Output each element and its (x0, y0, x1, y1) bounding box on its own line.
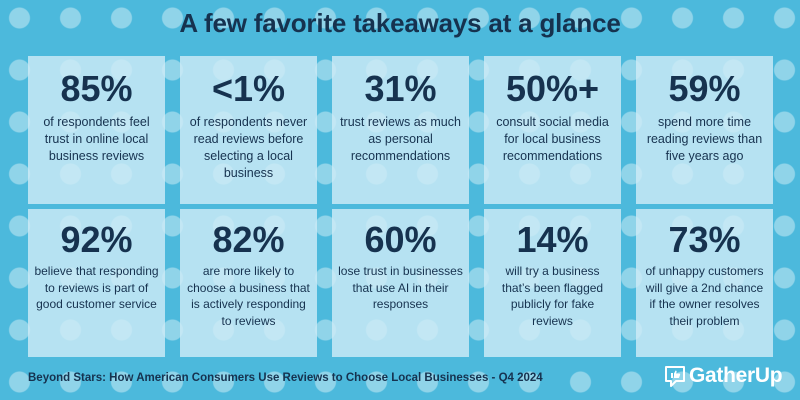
logo-text: GatherUp (689, 364, 783, 387)
stat-value: 82% (212, 219, 285, 260)
stat-description: trust reviews as much as personal recomm… (340, 115, 461, 163)
stat-value: 31% (364, 68, 437, 109)
stat-description: are more likely to choose a business tha… (187, 264, 310, 328)
stat-value: 85% (60, 68, 133, 109)
stat-description: spend more time reading reviews than fiv… (646, 115, 763, 163)
stat-card: 73% of unhappy customers will give a 2nd… (636, 209, 773, 357)
stat-card: 50%+ consult social media for local busi… (484, 56, 621, 204)
stat-description: lose trust in businesses that use AI in … (338, 264, 463, 311)
stat-description: consult social media for local business … (496, 115, 609, 163)
stat-card: 92% believe that responding to reviews i… (28, 209, 165, 357)
stat-card: 60% lose trust in businesses that use AI… (332, 209, 469, 357)
stat-card: <1% of respondents never read reviews be… (180, 56, 317, 204)
stat-value: 50%+ (505, 68, 600, 109)
stat-card: 14% will try a business that’s been flag… (484, 209, 621, 357)
stat-description: believe that responding to reviews is pa… (34, 264, 159, 311)
stat-value: 14% (516, 219, 589, 260)
footer-source: Beyond Stars: How American Consumers Use… (28, 372, 543, 384)
stat-value: <1% (211, 68, 286, 109)
stat-card: 85% of respondents feel trust in online … (28, 56, 165, 204)
stat-value: 92% (60, 219, 133, 260)
stat-description: of respondents feel trust in online loca… (43, 115, 150, 163)
page-title: A few favorite takeaways at a glance (179, 8, 621, 38)
stat-description: will try a business that’s been flagged … (501, 264, 604, 328)
gatherup-logo: GatherUp (664, 362, 783, 390)
stat-description: of respondents never read reviews before… (189, 115, 308, 180)
stat-value: 73% (668, 219, 741, 260)
gatherup-like-bubble-icon (665, 366, 685, 387)
stat-value: 59% (668, 68, 741, 109)
stat-card: 31% trust reviews as much as personal re… (332, 56, 469, 204)
stat-card: 82% are more likely to choose a business… (180, 209, 317, 357)
stat-value: 60% (364, 219, 437, 260)
stat-card: 59% spend more time reading reviews than… (636, 56, 773, 204)
stat-description: of unhappy customers will give a 2nd cha… (645, 264, 764, 328)
